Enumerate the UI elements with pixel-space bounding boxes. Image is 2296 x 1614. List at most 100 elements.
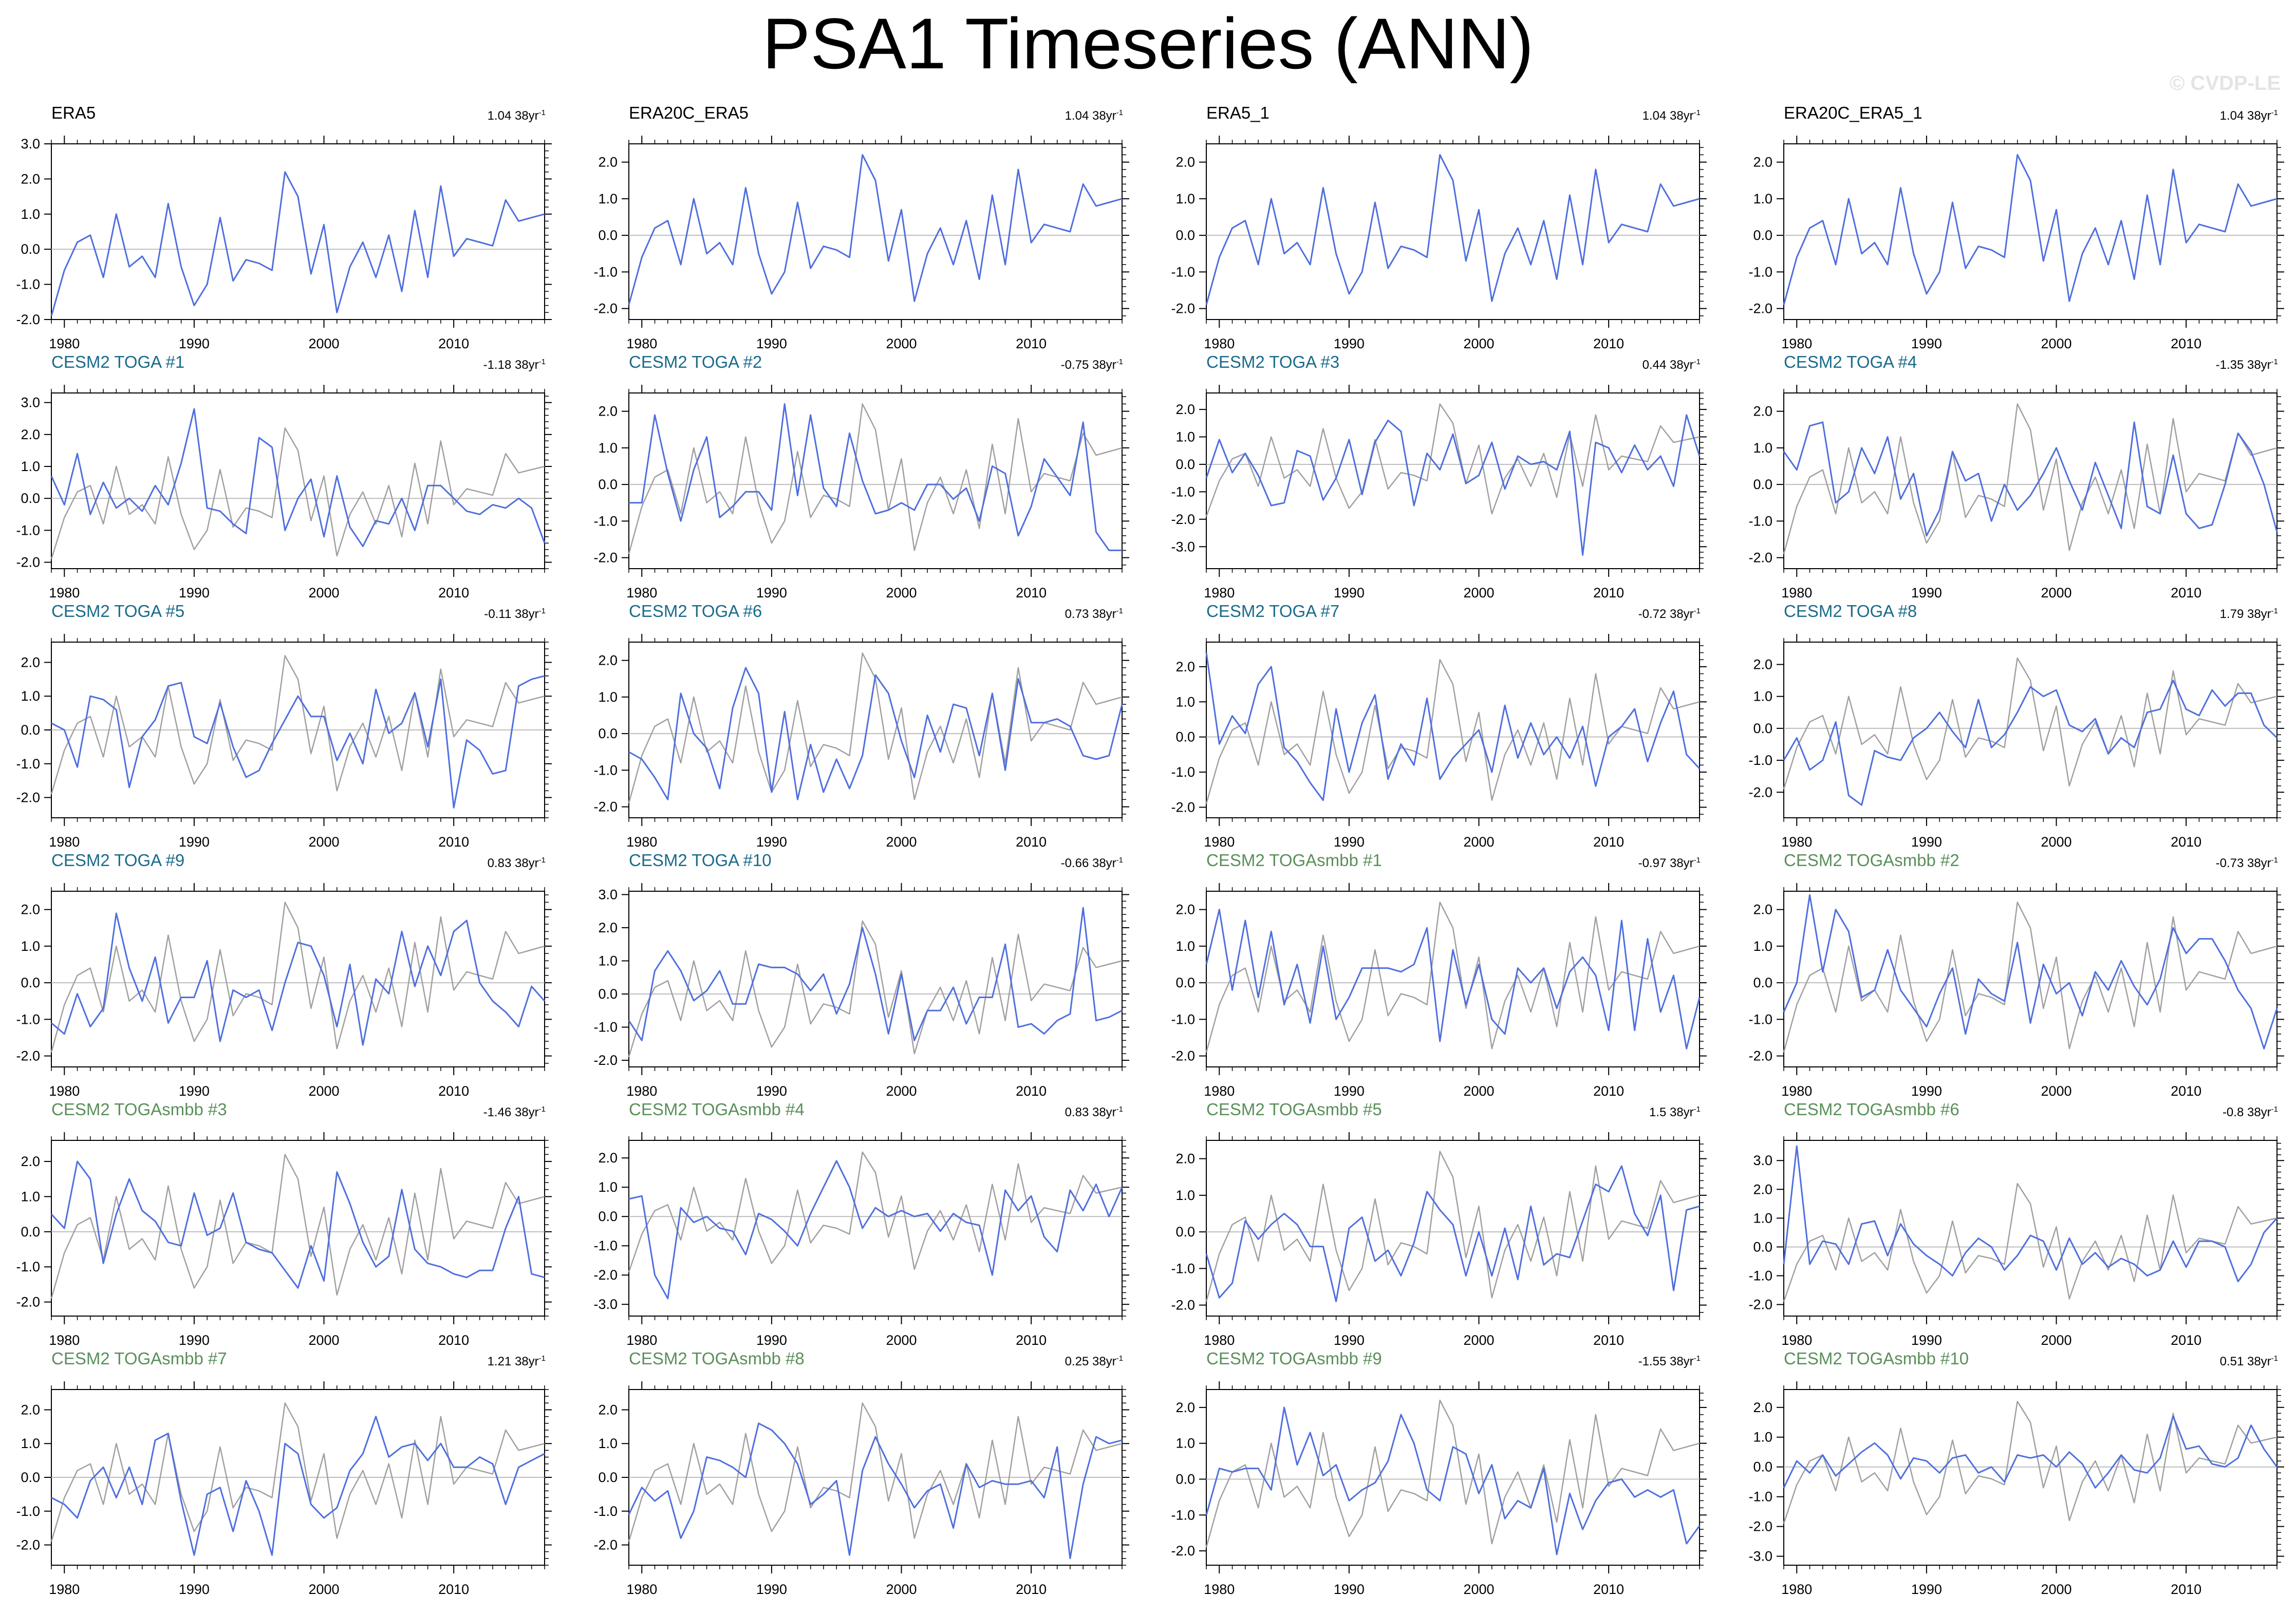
chart-svg: 2.0 1.0 0.0 -1.0 -2.0 1980 1990 2000 2010	[16, 883, 552, 1099]
trend-exponent: -1	[1116, 358, 1123, 366]
panel-title: ERA20C_ERA5	[629, 103, 749, 122]
y-tick-label: -2.0	[1748, 301, 1772, 316]
y-tick-label: 2.0	[598, 1402, 618, 1417]
x-tick-label: 2010	[2171, 834, 2201, 850]
model-series-line	[1783, 1145, 2278, 1283]
plot-frame	[1783, 1389, 2278, 1566]
x-tick-label: 1980	[1781, 1333, 1812, 1348]
obs-series-line	[1205, 1151, 1700, 1302]
trend-unit: 38yr	[1669, 1105, 1694, 1119]
trend-value: -0.97	[1638, 856, 1670, 870]
model-series-line	[628, 667, 1123, 800]
trend-exponent: -1	[1693, 358, 1701, 366]
y-tick-label: -3.0	[593, 1297, 618, 1312]
x-tick-label: 1990	[1334, 1333, 1365, 1348]
y-tick-label: 1.0	[21, 1189, 40, 1204]
y-tick-label: -2.0	[1171, 1543, 1195, 1559]
panel-title: CESM2 TOGAsmbb #8	[629, 1349, 805, 1368]
trend-exponent: -1	[2271, 607, 2278, 615]
y-tick-label: -1.0	[1748, 1489, 1772, 1505]
plot-frame	[1783, 143, 2278, 320]
y-tick-label: 1.0	[1175, 939, 1195, 954]
trend-label: 0.51 38yr-1	[2220, 1350, 2278, 1370]
y-tick-label: -1.0	[593, 264, 618, 279]
trend-exponent: -1	[1693, 607, 1701, 615]
plot-frame	[628, 891, 1123, 1067]
panel-title: CESM2 TOGAsmbb #6	[1784, 1100, 1959, 1119]
chart-svg: 2.0 1.0 0.0 -1.0 -2.0 1980 1990 2000 2010	[1171, 136, 1707, 351]
plot-frame	[51, 143, 545, 320]
trend-value: -0.72	[1638, 607, 1670, 621]
y-tick-label: -1.0	[1748, 1011, 1772, 1027]
chart-svg: 3.0 2.0 1.0 0.0 -1.0 -2.0 1980 1990 2000 2010	[16, 136, 552, 351]
chart-panel: 2.0 1.0 0.0 -1.0 -2.0 1980 1990 2000 2010 CESM2 T…	[1732, 850, 2296, 1099]
trend-unit: 38yr	[1092, 1355, 1116, 1368]
y-tick-label: -1.0	[1748, 264, 1772, 279]
y-tick-label: -1.0	[1748, 753, 1772, 768]
chart-svg: 2.0 1.0 0.0 -1.0 -2.0 1980 1990 2000 2010	[593, 634, 1129, 850]
trend-value: 0.44	[1642, 358, 1670, 372]
y-tick-label: 2.0	[1753, 657, 1772, 672]
x-tick-label: 1990	[179, 336, 210, 351]
trend-value: 1.04	[2219, 109, 2247, 123]
trend-label: -1.18 38yr-1	[483, 354, 546, 373]
x-tick-label: 1980	[1204, 834, 1235, 850]
y-tick-label: 1.0	[1175, 1436, 1195, 1451]
trend-exponent: -1	[1116, 1105, 1123, 1114]
x-tick-label: 2010	[2171, 1333, 2201, 1348]
model-series-line	[1205, 1165, 1700, 1302]
model-series-line	[1783, 894, 2278, 1049]
model-series-line	[628, 1160, 1123, 1300]
trend-exponent: -1	[1116, 1354, 1123, 1363]
y-tick-label: 0.0	[598, 726, 618, 741]
model-series-line	[1783, 421, 2278, 537]
x-tick-label: 2010	[1016, 336, 1047, 351]
chart-panel: 2.0 1.0 0.0 -1.0 -2.0 1980 1990 2000 2010 CESM2 T…	[0, 601, 574, 850]
trend-unit: 38yr	[2247, 358, 2271, 372]
x-tick-label: 1980	[49, 336, 80, 351]
y-tick-label: 2.0	[598, 155, 618, 170]
trend-unit: 38yr	[1092, 856, 1116, 870]
panel-title: CESM2 TOGAsmbb #10	[1784, 1349, 1969, 1368]
trend-exponent: -1	[2271, 108, 2278, 117]
panel-title: CESM2 TOGA #1	[51, 352, 185, 371]
chart-svg: 3.0 2.0 1.0 0.0 -1.0 -2.0 1980 1990 2000 2010	[16, 385, 552, 600]
x-tick-label: 1990	[1334, 1083, 1365, 1099]
trend-value: -0.75	[1060, 358, 1092, 372]
x-tick-label: 1990	[1911, 1083, 1942, 1099]
obs-series-line	[1783, 1400, 2278, 1524]
trend-label: -1.35 38yr-1	[2216, 354, 2278, 373]
y-tick-label: 2.0	[21, 171, 40, 186]
trend-label: 0.83 38yr-1	[1065, 1101, 1123, 1121]
x-tick-label: 2000	[308, 834, 339, 850]
trend-value: -0.73	[2215, 856, 2247, 870]
plot-frame	[51, 392, 545, 569]
y-tick-label: 1.0	[1753, 191, 1772, 207]
plot-frame	[51, 1140, 545, 1317]
trend-label: 1.04 38yr-1	[1065, 105, 1123, 124]
trend-value: 1.04	[1642, 109, 1670, 123]
watermark: © CVDP-LE	[2169, 72, 2281, 95]
trend-label: 1.04 38yr-1	[488, 105, 546, 124]
x-tick-label: 2000	[1463, 834, 1494, 850]
y-tick-label: -2.0	[593, 1537, 618, 1553]
y-tick-label: 0.0	[1175, 228, 1195, 243]
panel-title: CESM2 TOGAsmbb #5	[1206, 1100, 1382, 1119]
obs-series-line	[628, 1151, 1123, 1272]
trend-value: 1.21	[487, 1355, 515, 1368]
y-tick-label: 2.0	[598, 920, 618, 935]
trend-value: 0.25	[1065, 1355, 1092, 1368]
y-tick-label: -3.0	[1748, 1549, 1772, 1564]
trend-exponent: -1	[2271, 1354, 2278, 1363]
panel-title: CESM2 TOGAsmbb #4	[629, 1100, 805, 1119]
model-series-line	[1205, 1406, 1701, 1555]
plot-frame	[1783, 1140, 2278, 1317]
trend-unit: 38yr	[2247, 1105, 2271, 1119]
x-tick-label: 1990	[1911, 585, 1942, 600]
trend-exponent: -1	[538, 1354, 546, 1363]
x-tick-label: 1990	[179, 1083, 210, 1099]
x-tick-label: 2010	[2171, 1582, 2201, 1597]
plot-frame	[1206, 642, 1700, 818]
trend-exponent: -1	[1116, 856, 1123, 865]
trend-unit: 38yr	[1669, 358, 1694, 372]
